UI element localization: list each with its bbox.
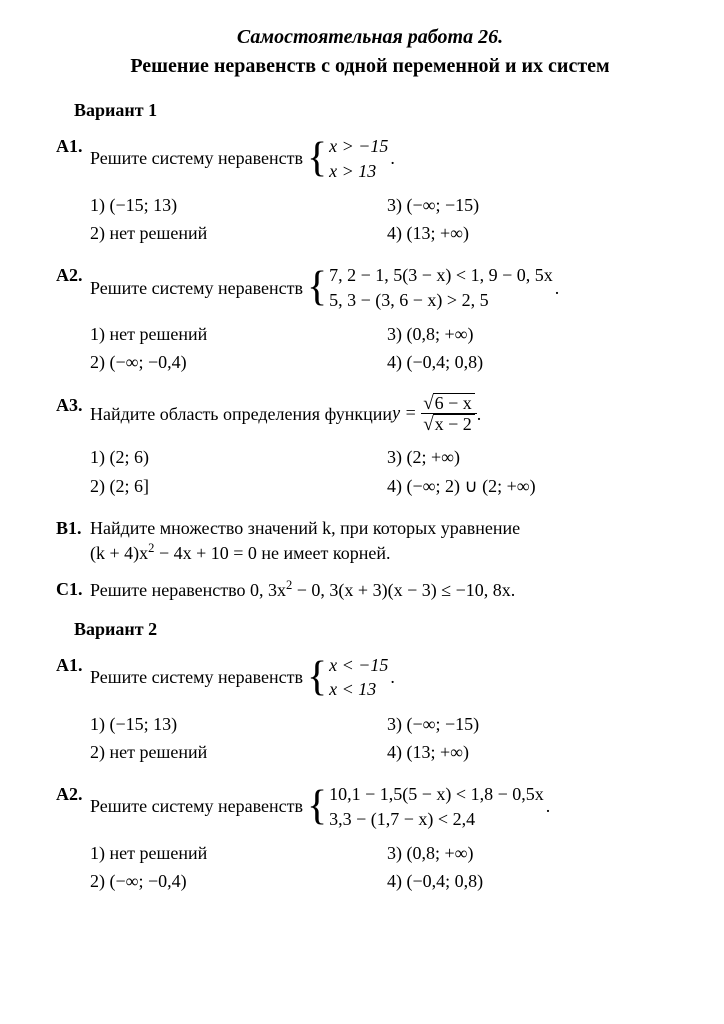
- v1-a2-options: 1) нет решений 2) (−∞; −0,4) 3) (0,8; +∞…: [90, 318, 684, 379]
- task-label: С1.: [56, 577, 90, 601]
- v1-a1-options: 1) (−15; 13) 2) нет решений 3) (−∞; −15)…: [90, 189, 684, 250]
- option-4: 4) (−∞; 2) ∪ (2; +∞): [387, 474, 684, 498]
- system-brace: { 10,1 − 1,5(5 − x) < 1,8 − 0,5x 3,3 − (…: [307, 782, 544, 831]
- option-1: 1) нет решений: [90, 841, 387, 865]
- task-prompt: Решите систему неравенств: [90, 276, 303, 300]
- option-3: 3) (0,8; +∞): [387, 841, 684, 865]
- option-2: 2) нет решений: [90, 221, 387, 245]
- option-1: 1) (2; 6): [90, 445, 387, 469]
- task-tail: .: [546, 794, 551, 818]
- task-label: В1.: [56, 516, 90, 540]
- sys-line1: x < −15: [329, 653, 388, 677]
- sys-line2: x < 13: [329, 677, 388, 701]
- task-prompt: Решите систему неравенств: [90, 146, 303, 170]
- task-label: А1.: [56, 653, 90, 677]
- option-3: 3) (0,8; +∞): [387, 322, 684, 346]
- task-tail: .: [555, 276, 560, 300]
- system-brace: { x < −15 x < 13: [307, 653, 388, 702]
- b1-line2: (k + 4)x2 − 4x + 10 = 0 не имеет корней.: [90, 540, 684, 565]
- v1-a2: А2. Решите систему неравенств { 7, 2 − 1…: [56, 263, 684, 312]
- v2-a1: А1. Решите систему неравенств { x < −15 …: [56, 653, 684, 702]
- task-prompt: Решите систему неравенств: [90, 794, 303, 818]
- option-2: 2) (−∞; −0,4): [90, 350, 387, 374]
- option-4: 4) (−0,4; 0,8): [387, 869, 684, 893]
- option-4: 4) (−0,4; 0,8): [387, 350, 684, 374]
- option-2: 2) (−∞; −0,4): [90, 869, 387, 893]
- v1-a1: А1. Решите систему неравенств { x > −15 …: [56, 134, 684, 183]
- page-title: Самостоятельная работа 26.: [56, 24, 684, 51]
- task-label: А2.: [56, 782, 90, 806]
- variant1-heading: Вариант 1: [74, 98, 684, 122]
- system-brace: { x > −15 x > 13: [307, 134, 388, 183]
- option-3: 3) (−∞; −15): [387, 193, 684, 217]
- sys-line1: x > −15: [329, 134, 388, 158]
- c1-text: Решите неравенство 0, 3x2 − 0, 3(x + 3)(…: [90, 577, 684, 602]
- option-1: 1) (−15; 13): [90, 193, 387, 217]
- b1-line1: Найдите множество значений k, при которы…: [90, 516, 684, 540]
- option-4: 4) (13; +∞): [387, 221, 684, 245]
- task-tail: .: [390, 665, 395, 689]
- option-4: 4) (13; +∞): [387, 740, 684, 764]
- variant2-heading: Вариант 2: [74, 617, 684, 641]
- task-tail: .: [477, 402, 482, 426]
- option-3: 3) (−∞; −15): [387, 712, 684, 736]
- option-2: 2) нет решений: [90, 740, 387, 764]
- page-subtitle: Решение неравенств с одной переменной и …: [56, 53, 684, 80]
- option-1: 1) (−15; 13): [90, 712, 387, 736]
- v1-a3: А3. Найдите область определения функции …: [56, 393, 684, 436]
- task-label: А3.: [56, 393, 90, 417]
- v2-a2: А2. Решите систему неравенств { 10,1 − 1…: [56, 782, 684, 831]
- system-brace: { 7, 2 − 1, 5(3 − x) < 1, 9 − 0, 5x 5, 3…: [307, 263, 553, 312]
- v1-a3-options: 1) (2; 6) 2) (2; 6] 3) (2; +∞) 4) (−∞; 2…: [90, 441, 684, 502]
- option-3: 3) (2; +∞): [387, 445, 684, 469]
- sys-line2: 3,3 − (1,7 − x) < 2,4: [329, 807, 544, 831]
- function-expr: y = √6 − x √x − 2: [392, 393, 477, 436]
- option-1: 1) нет решений: [90, 322, 387, 346]
- sys-line2: x > 13: [329, 159, 388, 183]
- v1-b1: В1. Найдите множество значений k, при ко…: [56, 516, 684, 566]
- v2-a1-options: 1) (−15; 13) 2) нет решений 3) (−∞; −15)…: [90, 708, 684, 769]
- sys-line1: 10,1 − 1,5(5 − x) < 1,8 − 0,5x: [329, 782, 544, 806]
- option-2: 2) (2; 6]: [90, 474, 387, 498]
- task-label: А2.: [56, 263, 90, 287]
- v2-a2-options: 1) нет решений 2) (−∞; −0,4) 3) (0,8; +∞…: [90, 837, 684, 898]
- task-prompt: Решите систему неравенств: [90, 665, 303, 689]
- task-label: А1.: [56, 134, 90, 158]
- v1-c1: С1. Решите неравенство 0, 3x2 − 0, 3(x +…: [56, 577, 684, 602]
- sys-line1: 7, 2 − 1, 5(3 − x) < 1, 9 − 0, 5x: [329, 263, 553, 287]
- sys-line2: 5, 3 − (3, 6 − x) > 2, 5: [329, 288, 553, 312]
- task-tail: .: [390, 146, 395, 170]
- task-prompt: Найдите область определения функции: [90, 402, 392, 426]
